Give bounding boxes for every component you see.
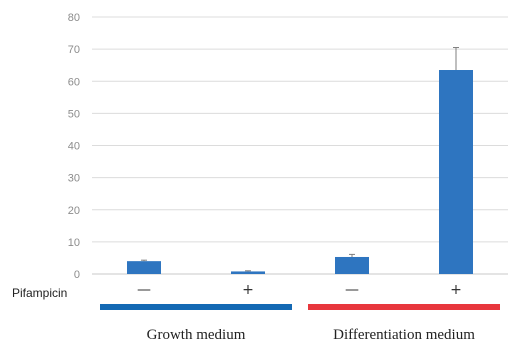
grid-lines (92, 16, 508, 275)
error-bars (141, 47, 459, 272)
bar (127, 261, 161, 274)
x-tick-label: + (242, 282, 254, 298)
y-tick-label: 40 (68, 141, 80, 153)
x-axis-labels: — + — + (137, 282, 462, 298)
group-label: Differentiation medium (333, 327, 475, 343)
bar (439, 70, 473, 274)
group-indicators: Growth medium Differentiation medium (100, 304, 500, 343)
y-tick-label: 80 (68, 12, 80, 24)
y-axis-ticks: 0 10 20 30 40 50 60 70 80 (68, 12, 80, 281)
y-tick-label: 30 (68, 173, 80, 185)
group-bar (100, 304, 292, 310)
y-tick-label: 70 (68, 44, 80, 56)
y-tick-label: 10 (68, 237, 80, 249)
row-label: Pifampicin (12, 286, 67, 300)
y-tick-label: 50 (68, 108, 80, 120)
bar (231, 271, 265, 274)
group-bar (308, 304, 500, 310)
y-tick-label: 0 (74, 269, 80, 281)
y-tick-label: 20 (68, 205, 80, 217)
bars (127, 70, 473, 274)
x-tick-label: + (450, 282, 462, 298)
y-tick-label: 60 (68, 76, 80, 88)
group-label: Growth medium (147, 327, 246, 343)
x-tick-label: — (345, 282, 359, 298)
x-tick-label: — (137, 282, 151, 298)
bar (335, 256, 369, 274)
